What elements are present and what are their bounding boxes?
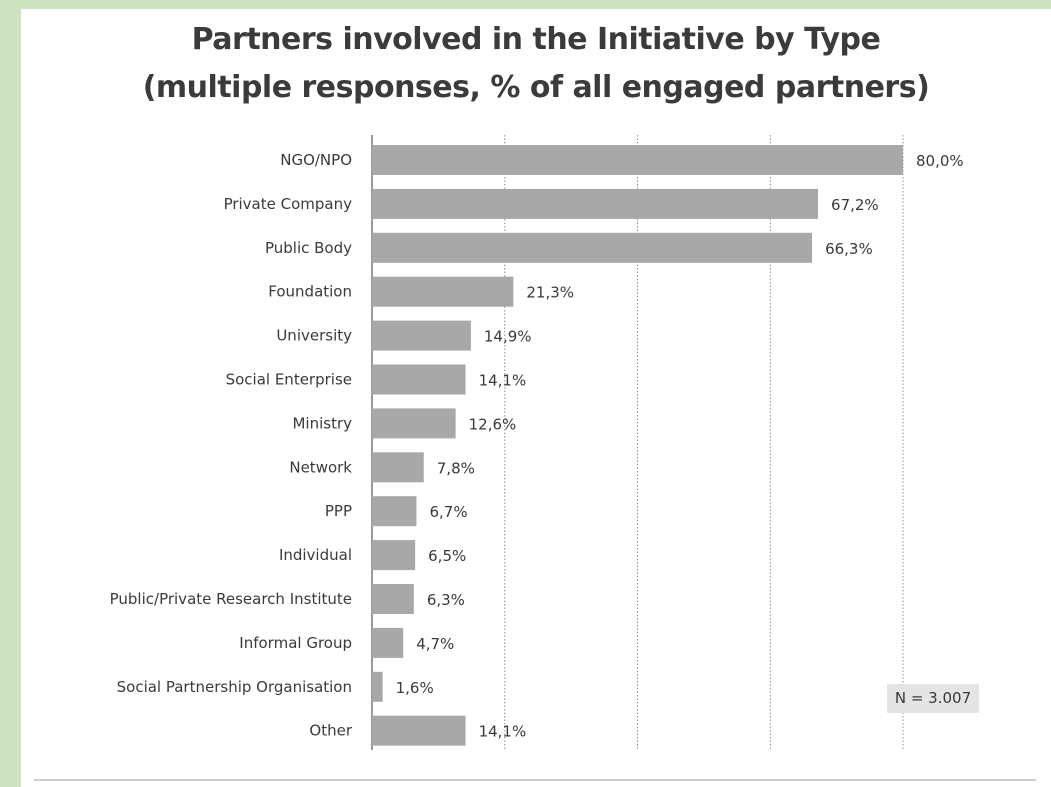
bar-3	[372, 276, 514, 307]
category-label-9: Individual	[279, 546, 352, 564]
value-label-5: 14,1%	[479, 372, 527, 390]
top-border-strip	[0, 0, 1051, 9]
bar-7	[372, 452, 424, 483]
value-label-6: 12,6%	[469, 415, 517, 433]
grid-lines	[371, 135, 904, 750]
bar-12	[372, 671, 383, 702]
bar-9	[372, 540, 416, 571]
value-label-1: 67,2%	[831, 196, 879, 214]
bars	[372, 145, 903, 746]
value-label-4: 14,9%	[484, 328, 532, 346]
chart-panel	[21, 9, 1051, 787]
category-label-5: Social Enterprise	[226, 371, 352, 389]
value-label-9: 6,5%	[428, 547, 466, 565]
category-labels: NGO/NPO Private Company Public Body Foundat…	[110, 151, 353, 740]
bar-1	[372, 188, 819, 219]
value-label-10: 6,3%	[427, 591, 465, 609]
category-label-12: Social Partnership Organisation	[117, 678, 352, 696]
category-label-13: Other	[309, 722, 352, 740]
sample-size-badge: N = 3.007	[887, 684, 979, 713]
bar-10	[372, 584, 414, 614]
chart-title: Partners involved in the Initiative by T…	[191, 22, 881, 57]
category-label-1: Private Company	[224, 195, 353, 213]
bar-13	[372, 715, 466, 746]
chart-subtitle: (multiple responses, % of all engaged pa…	[142, 70, 930, 105]
category-label-11: Informal Group	[239, 634, 352, 652]
category-label-0: NGO/NPO	[280, 151, 352, 169]
bar-6	[372, 408, 456, 439]
value-label-13: 14,1%	[479, 723, 527, 741]
value-label-12: 1,6%	[396, 679, 434, 697]
category-label-3: Foundation	[268, 283, 352, 301]
category-label-10: Public/Private Research Institute	[110, 590, 352, 608]
value-label-8: 6,7%	[429, 503, 467, 521]
category-label-4: University	[276, 327, 352, 345]
category-label-2: Public Body	[265, 239, 352, 257]
bar-4	[372, 320, 471, 351]
bar-8	[372, 496, 417, 527]
value-label-0: 80,0%	[916, 152, 964, 170]
bar-11	[372, 627, 404, 658]
category-label-7: Network	[289, 458, 352, 476]
category-label-8: PPP	[325, 502, 352, 520]
bar-0	[372, 145, 903, 175]
value-label-3: 21,3%	[526, 284, 574, 302]
bar-2	[372, 232, 813, 263]
category-label-6: Ministry	[292, 414, 352, 432]
value-labels: 80,0% 67,2% 66,3% 21,3% 14,9% 14,1% 12,6% 7,8% 6…	[396, 152, 964, 741]
bar-5	[372, 364, 466, 395]
chart-title-block: Partners involved in the Initiative by T…	[21, 16, 1051, 112]
left-border-strip	[0, 0, 21, 787]
value-label-7: 7,8%	[437, 459, 475, 477]
value-label-11: 4,7%	[416, 635, 454, 653]
value-label-2: 66,3%	[825, 240, 873, 258]
